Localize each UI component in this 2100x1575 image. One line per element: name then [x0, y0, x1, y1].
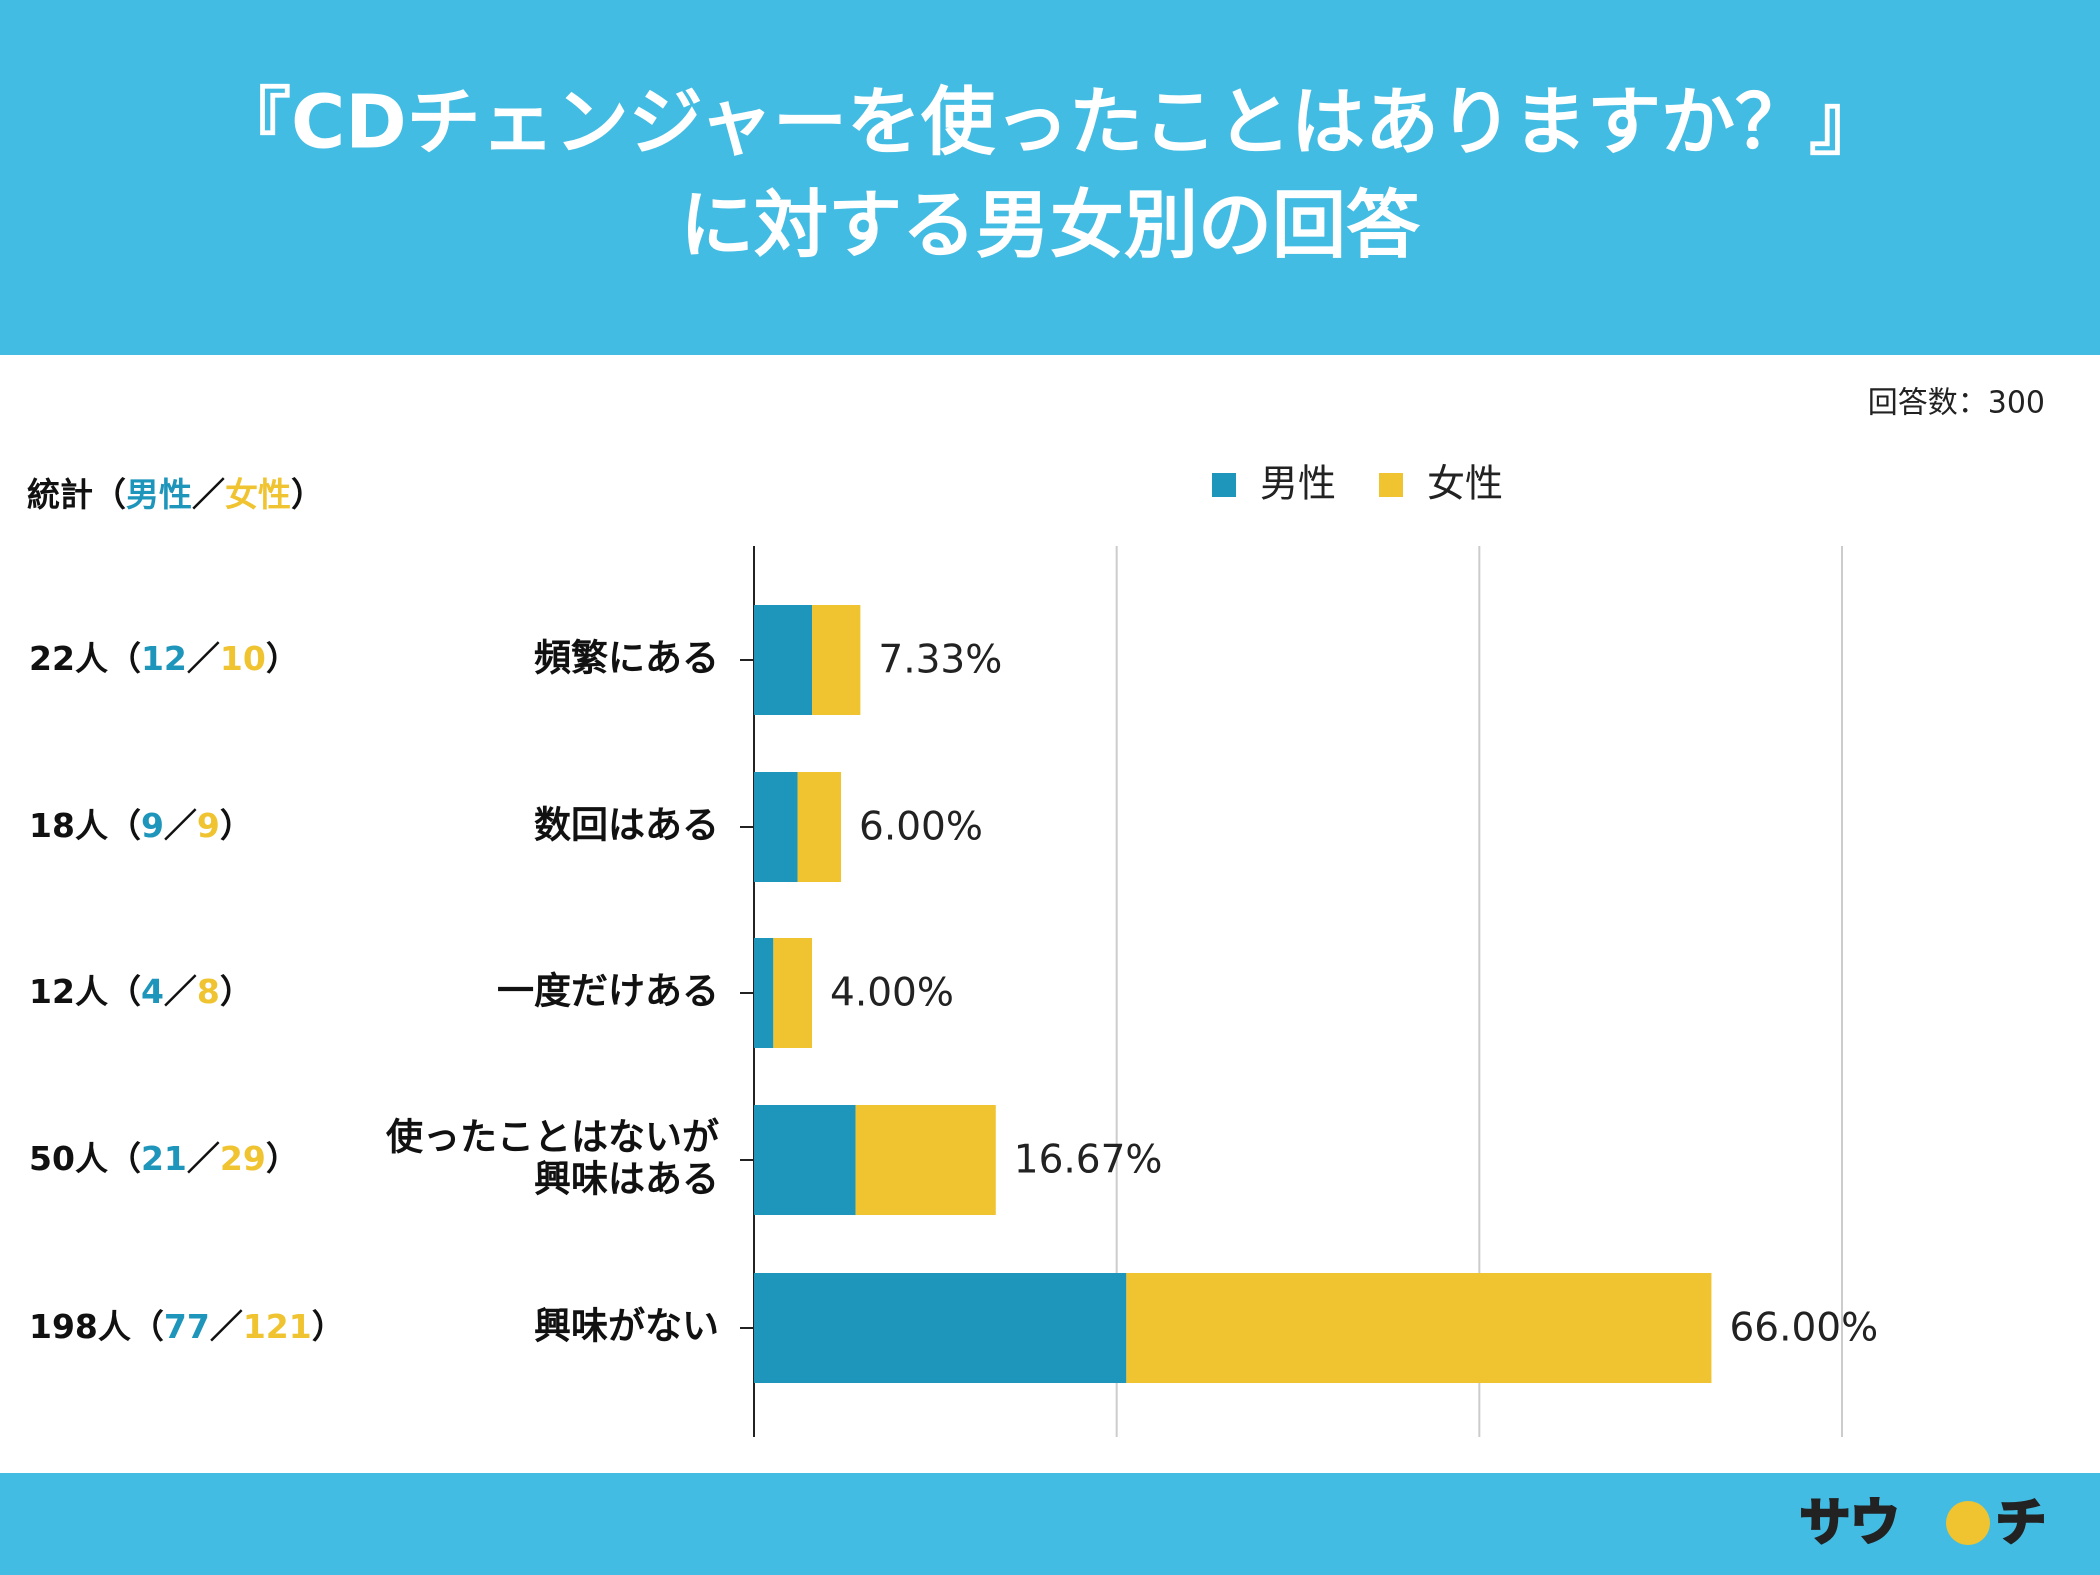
stats-part: 29	[220, 1139, 266, 1178]
stats-part: （	[108, 639, 141, 678]
data-label: 6.00%	[859, 805, 983, 850]
stats-part: 人	[75, 806, 108, 845]
bar-segment	[1126, 1273, 1712, 1383]
stats-part: 人	[75, 1139, 108, 1178]
stats-part: ）	[266, 1139, 299, 1178]
legend-swatch	[1212, 473, 1236, 497]
stats-part: 21	[141, 1139, 187, 1178]
footer	[0, 1473, 2100, 1575]
y-tick-label: 使ったことはないが	[386, 1116, 719, 1159]
y-tick-label: 興味はある	[534, 1158, 719, 1201]
logo-text: チ	[1996, 1494, 2046, 1552]
stats-part: 9	[197, 806, 220, 845]
legend-label: 男性	[1260, 462, 1336, 506]
bar-segment	[754, 1105, 856, 1215]
stats-part: ／	[164, 972, 197, 1011]
respondents: 回答数：300	[1868, 386, 2045, 421]
bar-segment	[812, 605, 861, 715]
y-tick-label: 興味がない	[534, 1305, 719, 1348]
stats-part: 人	[75, 972, 108, 1011]
stats-part: ／	[210, 1307, 243, 1346]
stats-part: 12	[29, 972, 75, 1011]
bar-segment	[754, 605, 813, 715]
y-tick-label: 数回はある	[534, 804, 719, 847]
bar-segment	[754, 1273, 1127, 1383]
stats-part: 10	[220, 639, 266, 678]
legend-swatch	[1379, 473, 1403, 497]
stats: 18人（9／9）	[29, 806, 253, 845]
header	[0, 0, 2100, 355]
stats-header-part: ）	[291, 475, 324, 514]
data-label: 66.00%	[1729, 1306, 1878, 1351]
stats-part: 198	[29, 1307, 98, 1346]
stats-part: 4	[141, 972, 164, 1011]
legend-label: 女性	[1427, 462, 1503, 506]
stats: 12人（4／8）	[29, 972, 253, 1011]
stats: 22人（12／10）	[29, 639, 299, 678]
logo-text: サウ	[1800, 1494, 1900, 1552]
stats-part: ）	[220, 972, 253, 1011]
stats-part: （	[131, 1307, 164, 1346]
data-label: 7.33%	[878, 638, 1002, 683]
stats-part: 18	[29, 806, 75, 845]
data-label: 16.67%	[1014, 1138, 1163, 1183]
stats-part: 12	[141, 639, 187, 678]
logo-face	[1946, 1501, 1990, 1545]
stats-part: ／	[187, 1139, 220, 1178]
stats-header: 統計（男性／女性）	[27, 475, 324, 514]
stats: 198人（77／121）	[29, 1307, 345, 1346]
stats-part: （	[108, 806, 141, 845]
logo: サウ チ	[1799, 1492, 2048, 1553]
y-tick-label: 頻繁にある	[534, 637, 719, 680]
stats-header-part: ／	[192, 475, 225, 514]
stats-part: （	[108, 1139, 141, 1178]
stats-part: ／	[187, 639, 220, 678]
stats: 50人（21／29）	[29, 1139, 299, 1178]
stats-part: 人	[75, 639, 108, 678]
stats-header-part: （	[93, 475, 126, 514]
stats-part: 22	[29, 639, 75, 678]
stats-part: 77	[164, 1307, 210, 1346]
stats-part: ／	[164, 806, 197, 845]
bar-segment	[754, 938, 774, 1048]
chart-title: に対する男女別の回答	[680, 183, 1421, 269]
stats-part: ）	[312, 1307, 345, 1346]
bar-segment	[855, 1105, 996, 1215]
stats-header-part: 統計	[27, 475, 93, 514]
stats-part: ）	[220, 806, 253, 845]
stats-part: 121	[243, 1307, 312, 1346]
stats-part: （	[108, 972, 141, 1011]
stats-header-part: 男性	[126, 475, 192, 514]
bar-segment	[773, 938, 813, 1048]
stats-part: 9	[141, 806, 164, 845]
chart-title: 『CDチェンジャーを使ったことはありますか？』	[217, 80, 1883, 166]
bar-segment	[754, 772, 798, 882]
stats-header-part: 女性	[225, 475, 291, 514]
stats-part: 50	[29, 1139, 75, 1178]
stats-part: ）	[266, 639, 299, 678]
y-tick-label: 一度だけある	[497, 970, 719, 1013]
bar-segment	[797, 772, 842, 882]
data-label: 4.00%	[830, 971, 954, 1016]
stats-part: 8	[197, 972, 220, 1011]
stats-part: 人	[98, 1307, 131, 1346]
